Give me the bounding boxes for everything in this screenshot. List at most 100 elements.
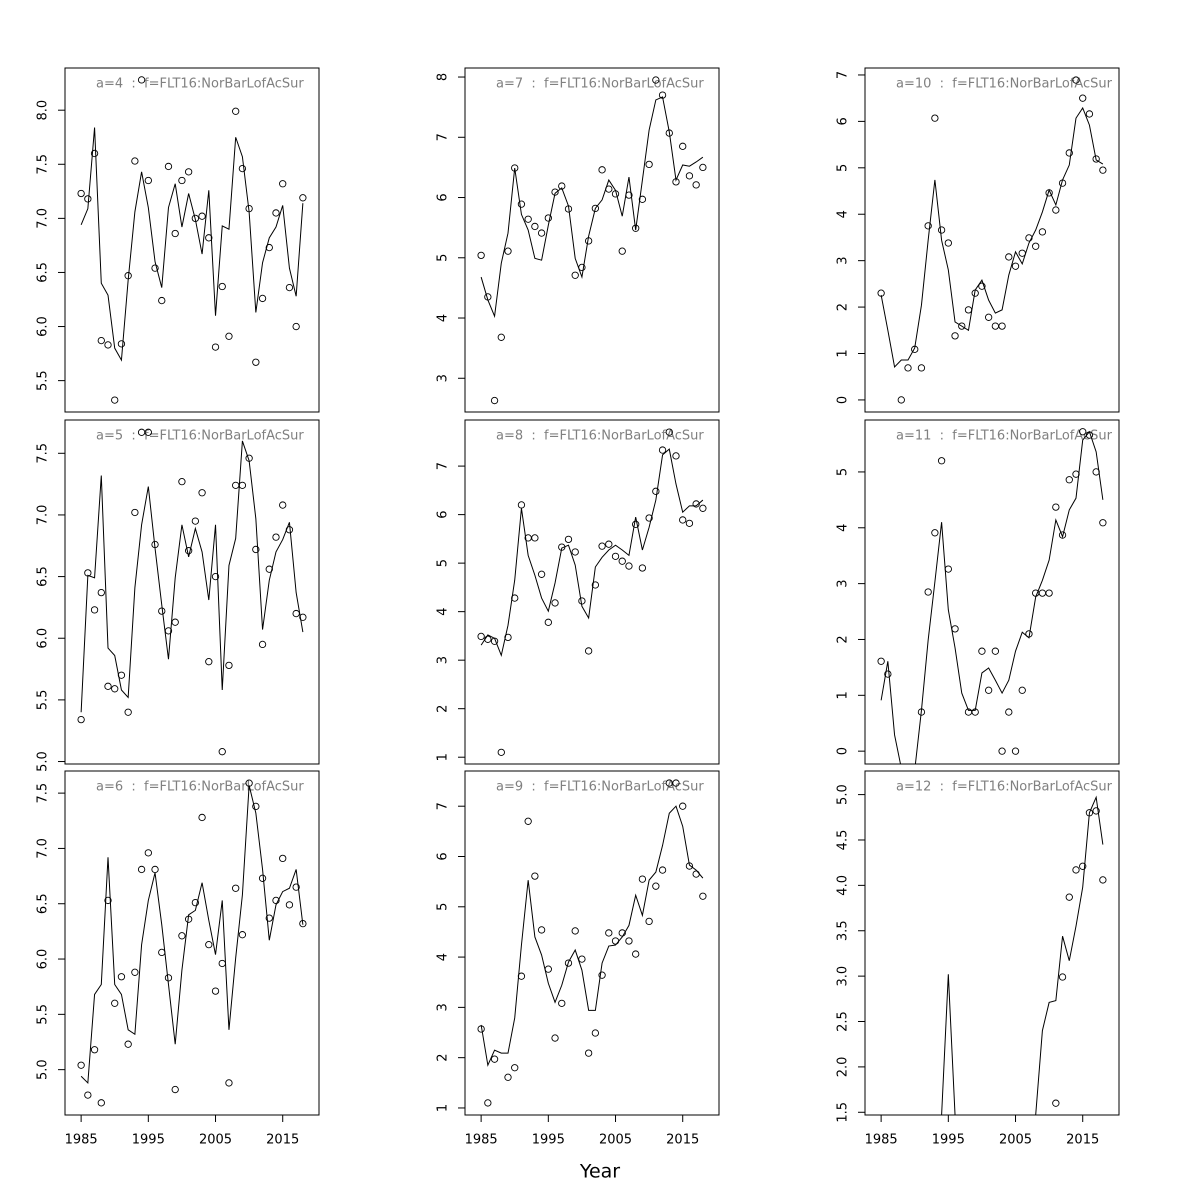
observed-point: [524, 817, 532, 825]
observed-point: [258, 640, 267, 649]
observed-point: [1018, 686, 1026, 694]
observed-point: [665, 428, 673, 436]
observed-point: [205, 234, 213, 242]
panel: a=10 : f=FLT16:NorBarLofAcSur 0 1 2 3 4 5 6 7: [836, 67, 1120, 413]
observed-point: [571, 271, 579, 279]
observed-point: [511, 1064, 519, 1072]
observed-point: [564, 535, 573, 544]
observed-point: [111, 999, 119, 1007]
observed-point: [131, 157, 139, 165]
observed-point: [591, 1029, 600, 1037]
observed-point: [1038, 228, 1047, 236]
panel-box: [864, 770, 1120, 1116]
observed-point: [944, 239, 952, 247]
y-tick-label: 5: [436, 903, 451, 911]
observed-point: [252, 802, 260, 811]
observed-point: [564, 959, 573, 967]
observed-point: [605, 540, 613, 548]
y-tick-label: 7.5: [36, 154, 51, 175]
observed-point: [218, 748, 226, 756]
observed-point: [618, 247, 626, 255]
observed-point: [490, 1055, 499, 1063]
observed-point: [931, 114, 939, 122]
observed-point: [504, 247, 512, 255]
observed-point: [158, 948, 166, 957]
observed-point: [679, 802, 687, 810]
observed-point: [1072, 866, 1080, 874]
x-tick-label: 2005: [599, 1133, 632, 1148]
observed-point: [877, 657, 885, 665]
observed-point: [97, 588, 105, 597]
observed-point: [117, 973, 126, 981]
observed-point: [191, 517, 200, 525]
observed-point: [90, 606, 99, 614]
observed-point: [584, 647, 593, 655]
observed-point: [184, 547, 193, 555]
x-tick-label: 2005: [999, 1133, 1032, 1148]
observed-point: [1052, 1099, 1060, 1107]
panel-title: a=10 : f=FLT16:NorBarLofAcSur: [896, 77, 1113, 92]
observed-point: [699, 163, 707, 172]
observed-point: [699, 892, 707, 900]
y-tick-label: 2.0: [836, 1057, 851, 1078]
panel: a=5 : f=FLT16:NorBarLofAcSur 5.0 5.5 6.0 6.5…: [36, 419, 320, 772]
x-tick-label: 1995: [532, 1133, 565, 1148]
y-tick-label: 5: [836, 164, 851, 172]
observed-point: [884, 670, 892, 678]
observed-point: [1065, 893, 1073, 901]
observed-point: [299, 613, 307, 621]
observed-point: [1038, 589, 1047, 597]
panel-title: a=4 : f=FLT16:NorBarLofAcSur: [96, 77, 304, 92]
observed-point: [265, 914, 273, 922]
observed-point: [998, 322, 1006, 330]
observed-point: [1011, 747, 1020, 755]
observed-point: [1092, 807, 1100, 815]
observed-point: [692, 870, 700, 878]
observed-point: [171, 229, 179, 238]
observed-point: [551, 1034, 559, 1042]
observed-point: [1072, 76, 1080, 84]
observed-point: [272, 209, 280, 217]
observed-point: [504, 1073, 512, 1081]
observed-point: [632, 520, 640, 528]
observed-point: [632, 224, 640, 232]
observed-point: [272, 533, 280, 541]
observed-point: [632, 950, 640, 958]
y-tick-label: 3: [436, 656, 451, 664]
observed-point: [537, 926, 546, 934]
y-tick-label: 0: [836, 747, 851, 755]
y-tick-label: 0: [836, 396, 851, 404]
observed-point: [205, 941, 213, 949]
observed-point: [1005, 708, 1013, 716]
observed-point: [1052, 206, 1060, 214]
y-tick-label: 4: [436, 608, 451, 616]
observed-point: [645, 160, 653, 169]
observed-point: [685, 519, 694, 527]
observed-point: [104, 896, 112, 905]
observed-point: [238, 931, 247, 939]
y-tick-label: 6.0: [36, 949, 51, 970]
panel: a=9 : f=FLT16:NorBarLofAcSur 1 2 3 4 5 6 7 1985 1…: [436, 770, 720, 1148]
observed-point: [265, 243, 273, 252]
observed-point: [645, 917, 653, 926]
observed-point: [625, 937, 633, 945]
panel-title: a=12 : f=FLT16:NorBarLofAcSur: [896, 780, 1113, 795]
x-tick-label: 2015: [266, 1133, 299, 1148]
observed-point: [611, 937, 620, 945]
observed-point: [258, 874, 267, 882]
y-tick-label: 8.0: [36, 100, 51, 121]
observed-point: [184, 168, 193, 176]
observed-point: [292, 883, 300, 891]
observed-point: [611, 552, 620, 560]
observed-point: [1065, 476, 1073, 484]
y-tick-label: 7: [436, 802, 451, 810]
y-tick-label: 6.0: [36, 316, 51, 337]
observed-point: [1058, 973, 1067, 981]
observed-point: [1065, 149, 1073, 157]
y-tick-label: 5.5: [36, 690, 51, 711]
observed-point: [1045, 589, 1053, 597]
observed-point: [225, 661, 233, 670]
y-tick-label: 6.5: [36, 566, 51, 587]
panel-box: [64, 419, 320, 765]
observed-point: [477, 251, 485, 260]
